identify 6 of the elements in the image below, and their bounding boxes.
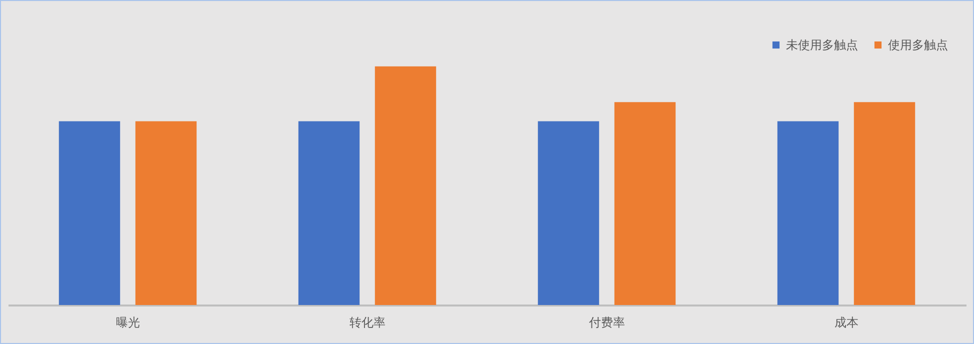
x-tick-label: 曝光 — [116, 316, 140, 330]
legend-label: 未使用多触点 — [786, 38, 858, 52]
legend-label: 使用多触点 — [888, 38, 948, 52]
x-tick-label: 付费率 — [588, 316, 625, 330]
x-tick-label: 转化率 — [349, 316, 386, 330]
x-tick-label: 成本 — [834, 316, 858, 330]
